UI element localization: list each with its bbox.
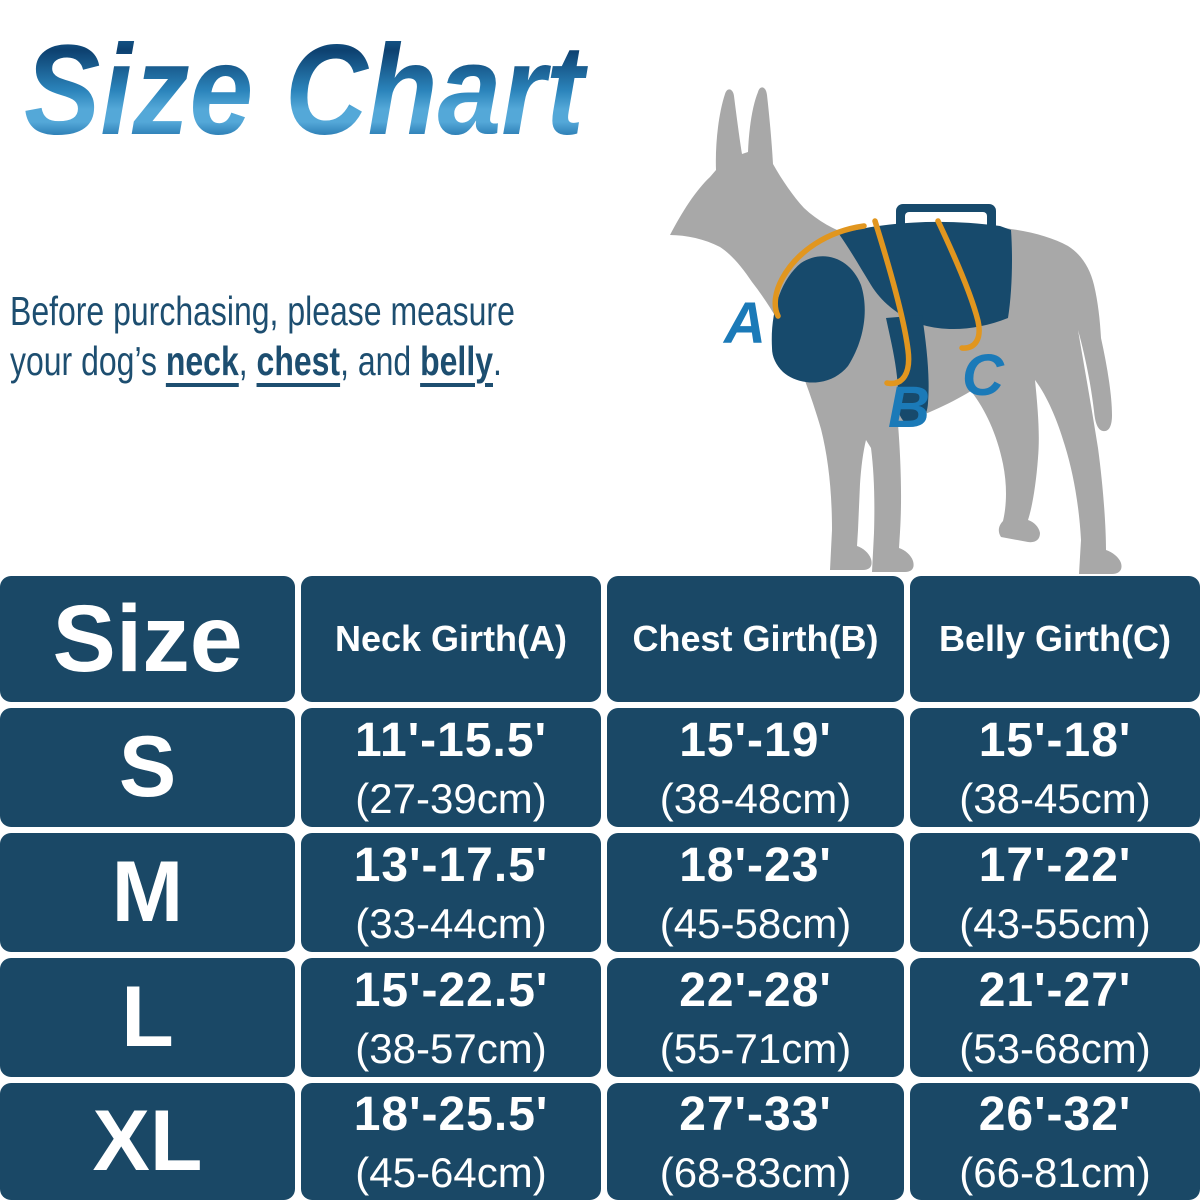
value-cm: (27-39cm)	[355, 774, 547, 822]
table-row-size-xl: XL	[0, 1083, 295, 1200]
value-cm: (68-83cm)	[659, 1148, 852, 1196]
table-cell-xl-neck: 18'-25.5' (45-64cm)	[301, 1083, 601, 1200]
table-cell-l-belly: 21'-27' (53-68cm)	[910, 958, 1200, 1077]
label-c: C	[962, 343, 1005, 408]
value-cm: (43-55cm)	[959, 899, 1151, 947]
table-cell-m-chest: 18'-23' (45-58cm)	[607, 833, 904, 952]
table-cell-m-belly: 17'-22' (43-55cm)	[910, 833, 1200, 952]
table-header-chest: Chest Girth(B)	[607, 576, 904, 702]
table-cell-xl-chest: 27'-33' (68-83cm)	[607, 1083, 904, 1200]
table-header-size: Size	[0, 576, 295, 702]
intro-period: .	[492, 338, 502, 384]
harness-chest-plate	[771, 256, 865, 383]
value-inches: 22'-28'	[679, 963, 832, 1017]
value-cm: (53-68cm)	[959, 1024, 1151, 1072]
table-row-size-s: S	[0, 708, 295, 827]
dog-harness-diagram: A B C	[670, 87, 1122, 574]
intro-word-belly: belly	[420, 338, 493, 384]
table-row-size-m: M	[0, 833, 295, 952]
value-inches: 11'-15.5'	[355, 713, 547, 767]
value-cm: (38-48cm)	[659, 774, 852, 822]
page-title-text: Size Chart	[24, 22, 588, 162]
table-cell-s-belly: 15'-18' (38-45cm)	[910, 708, 1200, 827]
value-inches: 27'-33'	[679, 1087, 832, 1141]
table-cell-l-chest: 22'-28' (55-71cm)	[607, 958, 904, 1077]
value-inches: 17'-22'	[978, 838, 1132, 892]
value-inches: 21'-27'	[978, 963, 1132, 1017]
table-header-neck: Neck Girth(A)	[301, 576, 601, 702]
value-cm: (45-58cm)	[659, 899, 852, 947]
value-inches: 15'-18'	[978, 713, 1132, 767]
label-a: A	[722, 291, 766, 356]
value-cm: (38-45cm)	[959, 774, 1151, 822]
value-inches: 15'-19'	[679, 713, 832, 767]
intro-line2-start: your dog’s	[10, 338, 166, 384]
table-row-size-l: L	[0, 958, 295, 1077]
size-table: Size Neck Girth(A) Chest Girth(B) Belly …	[0, 576, 1200, 1200]
value-inches: 13'-17.5'	[353, 838, 549, 892]
value-cm: (33-44cm)	[355, 899, 547, 947]
table-header-belly: Belly Girth(C)	[910, 576, 1200, 702]
value-cm: (45-64cm)	[355, 1148, 547, 1196]
value-inches: 15'-22.5'	[353, 963, 549, 1017]
intro-text: Before purchasing, please measure your d…	[10, 286, 515, 386]
value-inches: 18'-25.5'	[353, 1087, 549, 1141]
label-b: B	[888, 375, 930, 440]
table-cell-s-chest: 15'-19' (38-48cm)	[607, 708, 904, 827]
intro-word-chest: chest	[256, 338, 341, 384]
table-cell-m-neck: 13'-17.5' (33-44cm)	[301, 833, 601, 952]
neck-strap-a	[772, 223, 867, 319]
intro-sep1: ,	[238, 338, 257, 384]
value-inches: 26'-32'	[978, 1087, 1132, 1141]
intro-sep2: , and	[340, 338, 421, 384]
value-cm: (66-81cm)	[959, 1148, 1151, 1196]
table-cell-s-neck: 11'-15.5' (27-39cm)	[301, 708, 601, 827]
table-cell-l-neck: 15'-22.5' (38-57cm)	[301, 958, 601, 1077]
value-cm: (38-57cm)	[355, 1024, 547, 1072]
value-inches: 18'-23'	[679, 838, 832, 892]
chest-strap-b	[872, 218, 912, 387]
page-title: Size Chart	[24, 22, 588, 162]
intro-line1: Before purchasing, please measure	[10, 288, 515, 334]
belly-strap-c	[935, 218, 982, 351]
intro-word-neck: neck	[165, 338, 239, 384]
table-cell-xl-belly: 26'-32' (66-81cm)	[910, 1083, 1200, 1200]
value-cm: (55-71cm)	[659, 1024, 852, 1072]
